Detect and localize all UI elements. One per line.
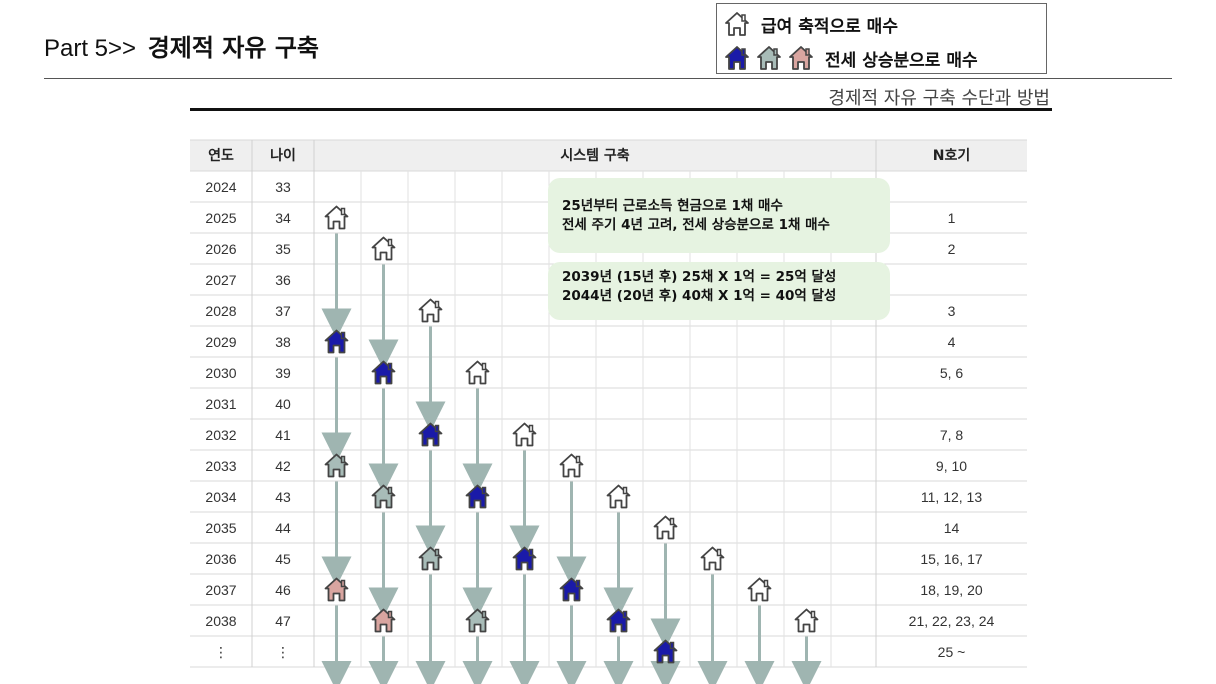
section-subtitle: 경제적 자유 구축 수단과 방법 — [828, 88, 1050, 109]
cell-year: 2036 — [205, 551, 236, 567]
cell-n-unit: 3 — [948, 303, 956, 319]
cell-n-unit: 15, 16, 17 — [920, 551, 982, 567]
cell-age: 44 — [275, 520, 291, 536]
legend-label-jeonse: 전세 상승분으로 매수 — [825, 50, 978, 71]
house-blue-icon — [371, 360, 396, 385]
legend-row-jeonse: 전세 상승분으로 매수 — [723, 44, 978, 72]
cell-age: 45 — [275, 551, 291, 567]
house-gray-icon — [418, 546, 443, 571]
legend-row-salary: 급여 축적으로 매수 — [723, 10, 898, 38]
house-outline-icon — [371, 236, 396, 261]
cell-year: 2031 — [205, 396, 236, 412]
cell-age: 42 — [275, 458, 291, 474]
cell-n-unit: 7, 8 — [940, 427, 964, 443]
legend-box: 급여 축적으로 매수 전세 상승분으로 매수 — [716, 3, 1047, 74]
note2-line1: 2039년 (15년 후) 25채 X 1억 = 25억 달성 — [562, 269, 837, 285]
cell-n-unit: 1 — [948, 210, 956, 226]
legend-label-salary: 급여 축적으로 매수 — [761, 16, 898, 37]
house-blue-icon — [465, 484, 490, 509]
cell-n-unit: 5, 6 — [940, 365, 964, 381]
cell-age: 40 — [275, 396, 291, 412]
house-gray-icon — [465, 608, 490, 633]
house-outline-icon — [653, 515, 678, 540]
cell-age: 35 — [275, 241, 291, 257]
title-divider — [44, 78, 1172, 79]
cell-n-unit: 2 — [948, 241, 956, 257]
title-text: 경제적 자유 구축 — [147, 34, 319, 62]
cell-year: 2038 — [205, 613, 236, 629]
cell-n-unit: 14 — [944, 520, 960, 536]
house-outline-icon — [324, 205, 349, 230]
note2-line2: 2044년 (20년 후) 40채 X 1억 = 40억 달성 — [562, 288, 837, 304]
header-system: 시스템 구축 — [560, 147, 629, 164]
header-year: 연도 — [208, 148, 234, 164]
cell-age: 33 — [275, 179, 291, 195]
table-header-bg — [190, 140, 1027, 171]
cell-year: 2024 — [205, 179, 236, 195]
cell-age: 46 — [275, 582, 291, 598]
cell-n-unit: 25 ~ — [938, 644, 966, 660]
cell-age: 47 — [275, 613, 291, 629]
house-outline-icon — [418, 298, 443, 323]
house-blue-icon — [512, 546, 537, 571]
house-outline-icon — [723, 10, 751, 38]
house-blue-icon — [559, 577, 584, 602]
cell-age: 41 — [275, 427, 291, 443]
house-outline-icon — [559, 453, 584, 478]
subtitle-underline — [190, 108, 1052, 111]
cell-year: 2033 — [205, 458, 236, 474]
cell-n-unit: 9, 10 — [936, 458, 967, 474]
cell-n-unit: 11, 12, 13 — [921, 489, 982, 505]
house-blue-icon — [324, 329, 349, 354]
house-gray-icon — [371, 484, 396, 509]
cell-year: 2034 — [205, 489, 236, 505]
note1-line2: 전세 주기 4년 고려, 전세 상승분으로 1채 매수 — [562, 217, 830, 233]
cell-age: 39 — [275, 365, 291, 381]
house-pink-icon — [787, 44, 815, 72]
cell-year: 2032 — [205, 427, 236, 443]
house-outline-icon — [512, 422, 537, 447]
cell-year: ⋮ — [214, 644, 228, 660]
cell-age: 36 — [275, 272, 291, 288]
house-blue-icon — [653, 639, 678, 664]
note-goal: 2039년 (15년 후) 25채 X 1억 = 25억 달성 2044년 (2… — [548, 262, 890, 320]
house-blue-icon — [606, 608, 631, 633]
house-outline-icon — [794, 608, 819, 633]
cell-year: 2026 — [205, 241, 236, 257]
cell-year: 2025 — [205, 210, 236, 226]
cell-n-unit: 18, 19, 20 — [920, 582, 982, 598]
house-blue-icon — [723, 44, 751, 72]
page-title: Part 5>> 경제적 자유 구축 — [44, 28, 319, 63]
cell-year: 2029 — [205, 334, 236, 350]
cell-age: 37 — [275, 303, 291, 319]
cell-n-unit: 21, 22, 23, 24 — [909, 613, 995, 629]
note-purchase-method: 25년부터 근로소득 현금으로 1채 매수 전세 주기 4년 고려, 전세 상승… — [548, 178, 890, 253]
house-gray-icon — [755, 44, 783, 72]
part-label: Part 5>> — [44, 35, 137, 62]
cell-year: 2035 — [205, 520, 236, 536]
cell-age: ⋮ — [276, 644, 290, 660]
cell-n-unit: 4 — [948, 334, 956, 350]
cell-age: 34 — [275, 210, 291, 226]
house-blue-icon — [418, 422, 443, 447]
cell-age: 43 — [275, 489, 291, 505]
house-pink-icon — [324, 577, 349, 602]
cell-age: 38 — [275, 334, 291, 350]
cell-year: 2027 — [205, 272, 236, 288]
house-pink-icon — [371, 608, 396, 633]
house-outline-icon — [700, 546, 725, 571]
house-outline-icon — [747, 577, 772, 602]
cell-year: 2030 — [205, 365, 236, 381]
header-age: 나이 — [270, 147, 296, 164]
cell-year: 2037 — [205, 582, 236, 598]
house-outline-icon — [606, 484, 631, 509]
header-n-unit: N호기 — [933, 148, 970, 164]
house-gray-icon — [324, 453, 349, 478]
note1-line1: 25년부터 근로소득 현금으로 1채 매수 — [562, 198, 783, 214]
house-outline-icon — [465, 360, 490, 385]
cell-year: 2028 — [205, 303, 236, 319]
